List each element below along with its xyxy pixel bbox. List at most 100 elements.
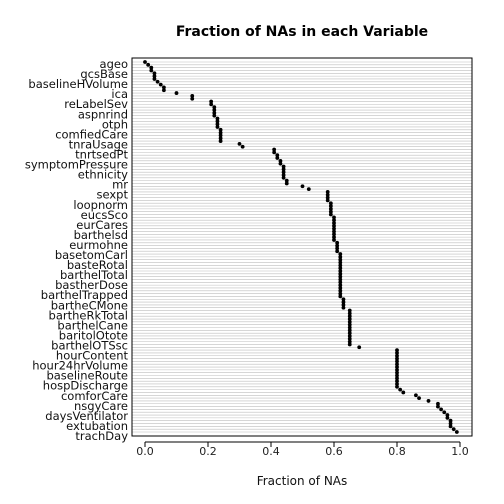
y-axis-labels: ageogcsBasebaselineHVolumeicareLabelSeva… [25,57,129,443]
data-point [436,404,440,409]
data-point [338,263,343,268]
x-tick-label: 0.8 [388,445,406,458]
y-axis-label: hospDischarge [43,379,128,393]
x-axis-label: Fraction of NAs [257,474,348,488]
data-point [152,71,157,76]
data-point [347,322,352,327]
data-point [357,345,362,350]
data-point [328,212,333,217]
data-point [272,147,277,152]
y-axis-label: barthelTotal [60,268,128,282]
data-point [347,319,352,324]
x-tick-label: 0.2 [199,445,217,458]
y-axis-label: symptomPressure [25,158,128,172]
data-point [454,430,459,434]
y-axis-label: baritolOtote [59,328,128,342]
data-point [347,342,352,347]
data-point [395,382,399,386]
y-axis-label: aspnrind [78,107,128,121]
y-axis-label: eucsSco [81,208,128,222]
data-point [338,280,343,285]
data-point [395,370,399,375]
data-point [332,215,336,220]
data-point [275,153,280,158]
data-point [218,136,223,141]
data-point [347,331,352,336]
data-point [338,288,343,293]
data-point [347,317,352,321]
y-axis-label: nsgyCare [74,399,128,413]
data-point [338,291,343,296]
data-point [328,209,333,214]
data-point [338,269,343,273]
data-point [335,249,340,254]
data-point [395,379,399,384]
y-axis-label: barthelCane [57,318,128,332]
data-point [209,99,214,104]
data-point [338,286,343,290]
data-point [395,351,399,355]
y-axis-label: eurCares [76,218,128,232]
data-point [436,401,440,406]
data-point [218,139,223,143]
data-point [341,300,346,304]
data-point [338,274,343,279]
data-point [332,223,336,228]
y-axis-label: trachDay [75,429,128,443]
data-point [395,373,399,378]
data-point [347,314,352,319]
x-tick-label: 0.0 [136,445,154,458]
data-point [272,150,277,155]
data-point [218,133,223,138]
data-point [448,424,453,429]
data-point [240,144,245,149]
data-point [395,359,399,364]
data-point [338,277,343,282]
data-point [174,91,179,95]
data-point [341,305,346,310]
data-point [218,130,223,135]
data-point [426,399,431,403]
y-axis-label: gcsBase [80,67,128,81]
data-point [347,334,352,338]
data-point [325,192,330,197]
data-point [284,181,289,186]
y-axis-label: hour24hrVolume [32,359,128,373]
data-point [395,353,399,358]
y-axis-label: sexpt [97,188,129,202]
data-point [341,303,346,307]
y-axis-label: daysVentilator [45,409,128,423]
data-points [143,60,459,434]
y-axis-label: mr [112,178,128,192]
data-point [281,170,286,175]
y-axis-label: hourContent [56,349,129,363]
data-point [237,142,242,146]
data-point [347,328,352,333]
x-axis: 0.0 0.2 0.4 0.6 0.8 1.0 [136,441,469,458]
data-point [347,339,352,344]
data-point [395,365,399,369]
data-point [149,65,154,70]
data-point [335,246,340,251]
data-point [215,119,220,124]
data-point [328,204,333,208]
y-axis-label: barthelOTSsc [51,339,128,353]
data-point [152,74,157,79]
data-point [395,384,399,389]
data-point [338,252,343,256]
data-point [335,243,340,248]
plot-frame [131,57,473,437]
data-point [338,266,343,271]
data-point [190,93,195,98]
data-point [212,105,217,110]
data-point [281,167,286,172]
y-axis-label: baselineRoute [46,369,128,383]
data-point [335,240,340,245]
data-point [332,221,336,225]
y-axis-label: comfiedCare [55,127,128,141]
y-axis-label: basetomCarl [55,248,128,262]
y-axis-label: bartheCMone [51,298,128,312]
y-axis-label: ethnicity [78,168,128,182]
data-point [218,127,223,132]
